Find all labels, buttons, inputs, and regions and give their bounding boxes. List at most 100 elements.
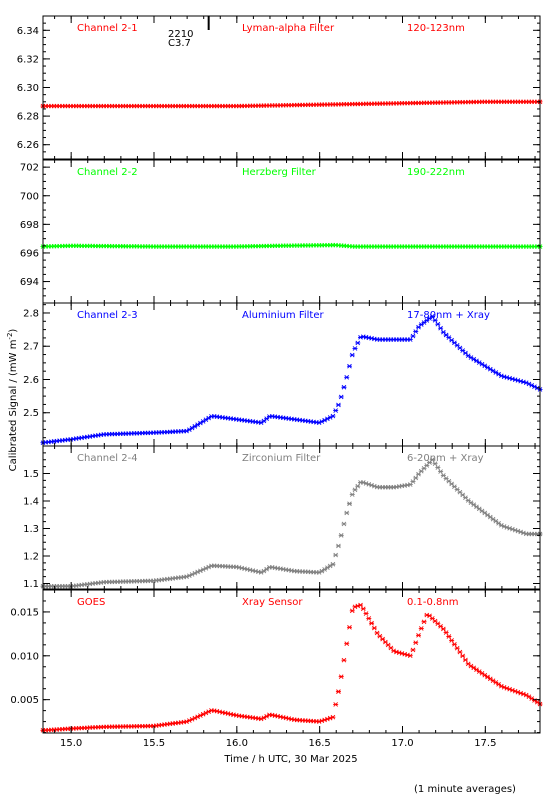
data-point	[371, 625, 377, 631]
data-point	[438, 469, 444, 474]
data-point	[468, 500, 474, 505]
data-point	[352, 487, 358, 493]
y-axis-label: Calibrated Signal / (mW m-2)	[6, 329, 19, 472]
data-point	[468, 663, 474, 669]
y-tick-label: 6.28	[17, 112, 39, 123]
data-point	[341, 657, 347, 663]
data-point	[344, 641, 350, 647]
data-point	[435, 321, 441, 327]
data-point	[479, 671, 485, 676]
data-point	[429, 313, 435, 319]
data-point	[360, 606, 366, 612]
data-point	[346, 624, 352, 630]
x-tick-label: 17.0	[391, 738, 413, 749]
panel-frame	[42, 445, 541, 590]
y-axis-label-main: Calibrated Signal / (mW m	[8, 340, 19, 472]
filter-label: Zirconium Filter	[242, 453, 321, 464]
data-point	[363, 611, 369, 616]
data-point	[534, 699, 540, 705]
data-point	[493, 680, 499, 685]
data-point	[358, 602, 364, 608]
filter-label: Herzberg Filter	[242, 167, 317, 178]
series-4	[40, 457, 543, 589]
data-point	[496, 520, 502, 526]
y-tick-label: 696	[20, 248, 39, 259]
marker-annotation-line2: C3.7	[168, 38, 191, 49]
y-tick-label: 6.34	[17, 26, 39, 37]
data-point	[427, 316, 433, 321]
data-point	[451, 641, 457, 647]
data-point	[410, 647, 416, 653]
data-point	[421, 320, 427, 325]
y-tick-label: 6.30	[17, 83, 39, 94]
data-point	[479, 508, 485, 514]
data-point	[424, 318, 430, 323]
filter-label: Xray Sensor	[242, 597, 303, 608]
y-tick-label: 2.6	[23, 375, 39, 386]
data-point	[374, 630, 380, 636]
y-tick-label: 1.2	[23, 552, 39, 563]
panel-3: 2.5 2.6 2.7 2.8 Channel 2-3 Aluminium Filter 1…	[23, 302, 543, 447]
band-label: 190-222nm	[407, 167, 465, 178]
series-3	[40, 313, 543, 445]
data-point	[333, 702, 339, 707]
data-point	[413, 329, 419, 334]
data-point	[338, 674, 344, 679]
data-point	[264, 566, 270, 572]
data-point	[352, 346, 358, 351]
y-tick-label: 6.26	[17, 140, 39, 151]
y-tick-label: 1.5	[23, 469, 39, 480]
data-point	[369, 620, 375, 626]
x-tick-label: 15.0	[60, 738, 82, 749]
panels: 6.26 6.28 6.30 6.32 6.34 Channel 2-1 Lyman-alp…	[10, 15, 543, 749]
y-tick-label: 1.3	[23, 524, 39, 535]
x-tick-label: 17.5	[474, 738, 496, 749]
data-point	[335, 402, 341, 408]
data-point	[487, 676, 493, 682]
channel-label: Channel 2-3	[77, 310, 138, 321]
y-tick-label: 0.005	[10, 695, 39, 706]
data-point	[330, 561, 336, 567]
data-point	[418, 322, 424, 327]
data-point	[465, 353, 471, 359]
data-point	[487, 514, 493, 520]
y-tick-label: 2.5	[23, 408, 39, 419]
x-axis-label: Time / h UTC, 30 Mar 2025	[223, 754, 357, 765]
panel-frame	[42, 302, 541, 447]
y-axis-label-sup: -2	[6, 333, 14, 340]
filter-label: Aluminium Filter	[242, 310, 325, 321]
data-point	[413, 640, 419, 645]
data-point	[457, 649, 463, 655]
data-point	[438, 325, 444, 331]
y-tick-label: 698	[20, 220, 39, 231]
data-point	[526, 694, 532, 700]
y-tick-label: 0.010	[10, 651, 39, 662]
data-point	[410, 479, 416, 484]
band-label: 17-80nm + Xray	[407, 310, 490, 321]
data-point	[341, 384, 347, 390]
data-point	[416, 633, 422, 638]
data-point	[410, 333, 416, 339]
footnote: (1 minute averages)	[414, 784, 516, 795]
panel-frame	[42, 159, 541, 304]
data-point	[333, 408, 339, 413]
data-point	[440, 626, 446, 632]
data-point	[485, 512, 491, 518]
data-point	[346, 501, 352, 507]
panel-4: 1.1 1.2 1.3 1.4 1.5 Channel 2-4 Zirconium Filt…	[23, 445, 543, 590]
y-tick-label: 694	[20, 277, 39, 288]
channel-label: Channel 2-2	[77, 167, 138, 178]
panel-frame	[42, 589, 541, 734]
data-point	[496, 681, 502, 687]
x-tick-label: 15.5	[143, 738, 165, 749]
data-point	[449, 638, 455, 643]
y-tick-label: 2.7	[23, 342, 39, 353]
channel-label: Channel 2-4	[77, 453, 138, 464]
data-point	[471, 665, 477, 671]
data-point	[446, 634, 452, 639]
data-point	[429, 457, 435, 463]
channel-label: GOES	[77, 597, 105, 608]
data-point	[473, 667, 479, 673]
filter-label: Lyman-alpha Filter	[242, 23, 335, 34]
